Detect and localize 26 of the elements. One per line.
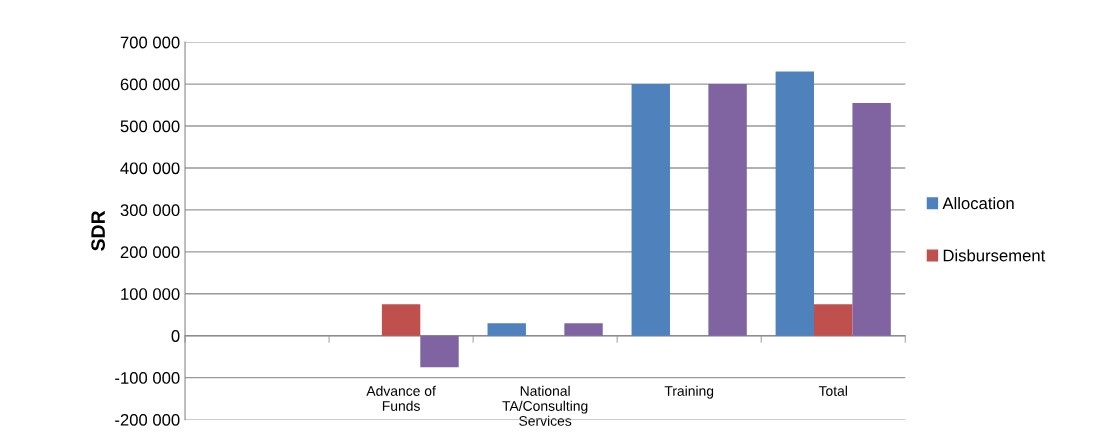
bar bbox=[708, 84, 747, 336]
bar bbox=[631, 84, 670, 336]
y-tick-label: 300 000 bbox=[120, 204, 180, 217]
y-tick-label: 400 000 bbox=[120, 162, 180, 175]
x-tick-label: National TA/Consulting Services bbox=[502, 385, 588, 426]
bar bbox=[852, 102, 891, 336]
bar bbox=[814, 304, 853, 336]
y-tick-label: 700 000 bbox=[120, 36, 180, 49]
legend-label: Allocation bbox=[942, 197, 1014, 210]
y-tick-label: 0 bbox=[171, 330, 180, 342]
y-tick-label: -100 000 bbox=[115, 372, 180, 384]
bar bbox=[564, 323, 603, 336]
bar bbox=[487, 323, 526, 336]
y-tick-label: -200 000 bbox=[115, 413, 180, 426]
x-tick-label: Training bbox=[664, 385, 714, 399]
x-tick-label: Total bbox=[818, 385, 847, 396]
bar bbox=[381, 304, 421, 336]
bar bbox=[775, 71, 815, 336]
y-tick-label: 200 000 bbox=[120, 246, 180, 259]
legend-label: Disbursement bbox=[943, 249, 1046, 262]
y-tick-label: 600 000 bbox=[120, 78, 180, 91]
y-tick-label: 100 000 bbox=[121, 288, 180, 300]
bar bbox=[420, 335, 459, 368]
x-tick-label: Advance of Funds bbox=[366, 385, 436, 411]
y-axis-title: SDR bbox=[91, 210, 105, 251]
y-tick-label: 500 000 bbox=[120, 120, 180, 133]
